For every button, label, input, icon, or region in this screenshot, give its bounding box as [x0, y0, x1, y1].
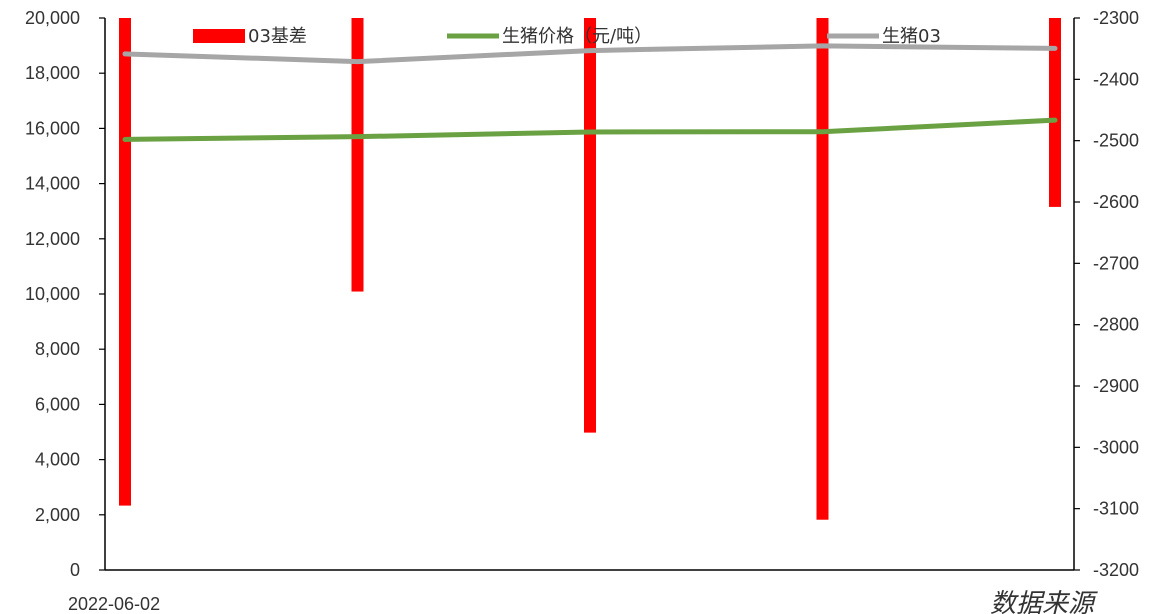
right-tick-label-4: -2800	[1093, 315, 1139, 335]
bar-2	[584, 18, 596, 433]
right-tick-label-0: -3200	[1093, 560, 1139, 580]
left-tick-label-1: 2,000	[35, 505, 80, 525]
left-tick-label-2: 4,000	[35, 450, 80, 470]
left-tick-label-5: 10,000	[25, 284, 80, 304]
legend-label-0: 03基差	[248, 26, 307, 47]
right-axis-ticks: -3200 -3100 -3000 -2900 -2800 -2700 -2600 -2500…	[1074, 8, 1139, 580]
left-tick-label-6: 12,000	[25, 229, 80, 249]
line-series-1	[122, 43, 1058, 65]
bar-3	[816, 18, 829, 520]
left-tick-label-8: 16,000	[25, 118, 80, 138]
lines-layer	[122, 43, 1058, 142]
right-tick-label-6: -2600	[1093, 192, 1139, 212]
line-series-0	[122, 117, 1058, 142]
left-tick-label-7: 14,000	[25, 174, 80, 194]
right-tick-label-9: -2300	[1093, 8, 1139, 28]
left-tick-label-4: 8,000	[35, 339, 80, 359]
legend-label-2: 生猪03	[882, 26, 941, 47]
x-axis-ticks: 2022-06-02	[68, 594, 160, 614]
right-tick-label-7: -2500	[1093, 131, 1139, 151]
right-tick-label-8: -2400	[1093, 69, 1139, 89]
right-tick-label-1: -3100	[1093, 499, 1139, 519]
legend-label-1: 生猪价格（元/吨）	[502, 26, 652, 47]
bars-layer	[119, 18, 1061, 520]
left-tick-label-3: 6,000	[35, 394, 80, 414]
right-tick-label-2: -3000	[1093, 437, 1139, 457]
left-tick-label-10: 20,000	[25, 8, 80, 28]
bar-1	[351, 18, 364, 292]
left-axis-ticks: 0 2,000 4,000 6,000 8,000 10,000 12,000 14,000 1…	[25, 8, 105, 580]
left-tick-label-0: 0	[70, 560, 80, 580]
legend: 03基差 生猪价格（元/吨） 生猪03	[193, 26, 941, 47]
bar-0	[119, 18, 131, 506]
legend-swatch-0	[193, 29, 245, 43]
x-tick-label-0: 2022-06-02	[68, 594, 160, 614]
right-tick-label-3: -2900	[1093, 376, 1139, 396]
bar-4	[1049, 18, 1061, 207]
left-tick-label-9: 18,000	[25, 63, 80, 83]
source-note: 数据来源	[990, 589, 1098, 614]
right-tick-label-5: -2700	[1093, 253, 1139, 273]
